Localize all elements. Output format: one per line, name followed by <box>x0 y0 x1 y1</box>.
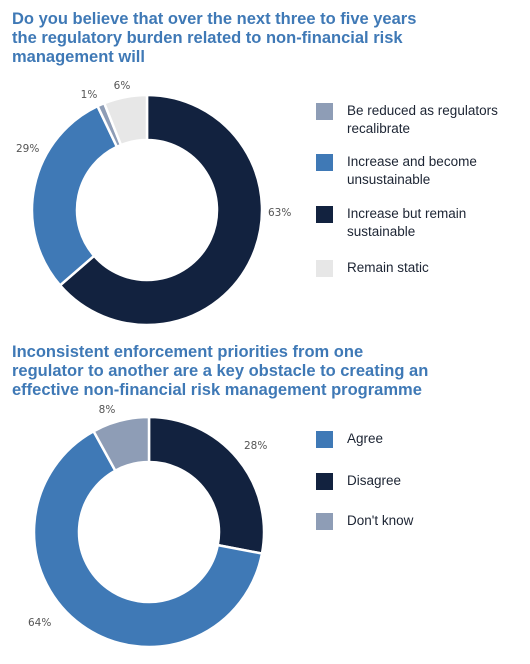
chart-2-slice-0 <box>32 429 264 649</box>
chart-1-legend-swatch-2 <box>316 206 333 223</box>
chart-1-legend-item-3: Remain static <box>316 259 526 277</box>
chart-1-legend-item-2: Increase but remain sustainable <box>316 205 526 241</box>
chart-2-data-label-1: 28% <box>244 440 267 452</box>
chart-1-legend-swatch-3 <box>316 260 333 277</box>
chart-1-legend-label-1: Increase and become unsustainable <box>347 154 477 187</box>
chart-1-data-label-3: 6% <box>114 80 131 92</box>
chart-2-legend-item-2: Don't know <box>316 512 526 530</box>
chart-1-data-label-0: 1% <box>81 89 98 101</box>
chart-2-legend-swatch-2 <box>316 513 333 530</box>
chart-1-slice-1 <box>30 104 119 288</box>
chart-2-legend-item-1: Disagree <box>316 472 526 490</box>
chart-1-legend-swatch-0 <box>316 103 333 120</box>
chart-2-legend-item-0: Agree <box>316 430 526 448</box>
chart-2-slice-2 <box>91 415 151 473</box>
chart-1-slice-2 <box>58 93 264 327</box>
chart-2-title: Inconsistent enforcement priorities from… <box>12 343 429 399</box>
chart-1-title: Do you believe that over the next three … <box>12 10 417 66</box>
chart-2-legend-label-1: Disagree <box>347 473 402 488</box>
chart-2-legend-swatch-0 <box>316 431 333 448</box>
chart-1-legend-item-1: Increase and become unsustainable <box>316 153 526 189</box>
chart-1-data-label-2: 63% <box>268 207 291 219</box>
chart-1-legend-item-0: Be reduced as regulators recalibrate <box>316 102 526 138</box>
chart-1-slice-3 <box>102 93 149 147</box>
chart-1-legend-label-3: Remain static <box>347 260 429 275</box>
chart-1-legend-label-2: Increase but remain sustainable <box>347 206 467 239</box>
chart-2-legend-swatch-1 <box>316 473 333 490</box>
chart-1-donut: 63% 29% 1% 6% <box>16 80 291 327</box>
chart-1-legend-label-0: Be reduced as regulators recalibrate <box>347 103 498 136</box>
chart-1-data-label-1: 29% <box>16 143 39 155</box>
chart-2-slice-1 <box>147 415 266 556</box>
chart-2-data-label-0: 64% <box>28 617 51 629</box>
chart-2-data-label-2: 8% <box>99 404 116 416</box>
chart-1-legend-swatch-1 <box>316 154 333 171</box>
chart-2-legend-label-0: Agree <box>347 431 384 446</box>
chart-2-legend-label-2: Don't know <box>347 513 414 528</box>
